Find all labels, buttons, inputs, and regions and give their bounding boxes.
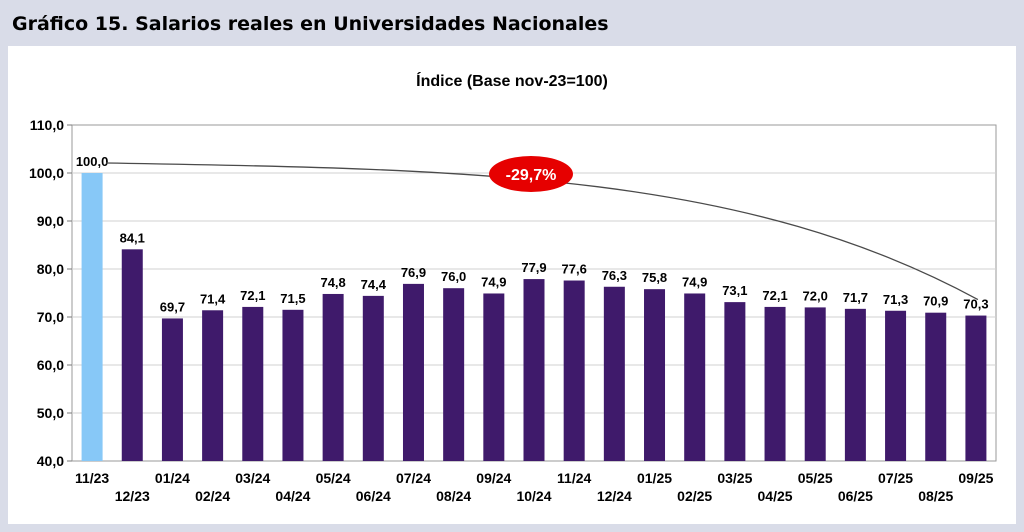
x-tick-label: 12/24 [597,488,632,504]
bar-value-label: 76,0 [441,269,466,284]
x-tick-label: 09/24 [476,470,511,486]
change-badge-label: -29,7% [506,167,557,184]
bar-value-label: 71,4 [200,291,226,306]
y-tick-label: 40,0 [37,453,64,469]
x-tick-label: 02/25 [677,488,712,504]
bar [965,315,987,461]
x-tick-label: 01/24 [155,470,190,486]
x-tick-label: 12/23 [115,488,150,504]
x-tick-label: 02/24 [195,488,230,504]
x-tick-label: 08/25 [918,488,953,504]
bar [202,310,224,461]
bar [684,293,706,461]
bar-value-label: 76,3 [602,268,627,283]
bar-value-label: 71,5 [280,291,305,306]
bar [844,308,866,461]
bar [885,310,907,461]
bar [443,288,465,461]
bar-value-label: 77,6 [562,262,587,277]
bar-value-label: 84,1 [120,230,145,245]
bar [282,309,304,461]
change-badge [489,156,573,192]
bar-value-label: 72,0 [803,288,828,303]
bar [804,307,826,461]
chart-panel: Índice (Base nov-23=100) 40,0 50,0 60,0 70,… [8,46,1016,524]
x-tick-label: 10/24 [516,488,551,504]
x-tick-label: 05/25 [798,470,833,486]
bar [603,286,625,461]
x-tick-label: 05/24 [316,470,351,486]
y-tick-label: 110,0 [30,117,64,133]
bar-value-label: 70,3 [963,297,988,312]
bar-value-label: 71,7 [843,290,868,305]
bar [121,249,143,461]
x-tick-label: 11/23 [75,470,109,486]
bar-value-label: 72,1 [240,288,265,303]
x-tick-label: 07/25 [878,470,913,486]
bar-value-label: 70,9 [923,294,948,309]
bar-value-label: 74,8 [320,275,345,290]
x-tick-label: 06/24 [356,488,391,504]
bar-value-label: 74,4 [361,277,387,292]
bar [402,283,424,461]
bar-value-label: 77,9 [521,260,546,275]
bar [563,280,585,461]
y-tick-label: 70,0 [37,309,64,325]
bar-value-label: 74,9 [481,274,506,289]
bar-value-label: 73,1 [722,283,747,298]
bar-chart: Índice (Base nov-23=100) 40,0 50,0 60,0 70,… [29,71,997,504]
bar [483,293,505,461]
y-tick-label: 100,0 [29,165,64,181]
trend-curve [106,162,979,301]
x-tick-label: 06/25 [838,488,873,504]
bar-value-label: 74,9 [682,274,707,289]
bar [925,312,947,461]
bar [242,306,264,461]
bar [161,318,183,461]
y-tick-label: 60,0 [37,357,64,373]
bar [724,302,746,461]
x-tick-label: 03/25 [717,470,752,486]
bar [523,279,545,461]
bar-value-label: 69,7 [160,299,185,314]
y-tick-label: 80,0 [37,261,64,277]
bar-value-label: 100,0 [76,154,109,169]
bar [362,295,384,461]
chart-title: Índice (Base nov-23=100) [416,71,608,90]
x-tick-label: 08/24 [436,488,471,504]
x-tick-label: 07/24 [396,470,431,486]
x-tick-label: 09/25 [958,470,993,486]
x-tick-label: 11/24 [557,470,591,486]
y-tick-label: 90,0 [37,213,64,229]
x-tick-label: 01/25 [637,470,672,486]
bar [764,306,786,461]
y-tick-label: 50,0 [37,405,64,421]
bar [322,293,344,461]
bar-value-label: 75,8 [642,270,667,285]
bar [81,173,103,461]
figure-title: Gráfico 15. Salarios reales en Universid… [12,13,609,35]
bar-value-label: 76,9 [401,265,426,280]
bar-value-label: 71,3 [883,292,908,307]
x-tick-label: 04/25 [758,488,793,504]
x-tick-label: 04/24 [275,488,310,504]
bar-value-label: 72,1 [762,288,787,303]
x-tick-label: 03/24 [235,470,270,486]
bar [644,289,666,461]
